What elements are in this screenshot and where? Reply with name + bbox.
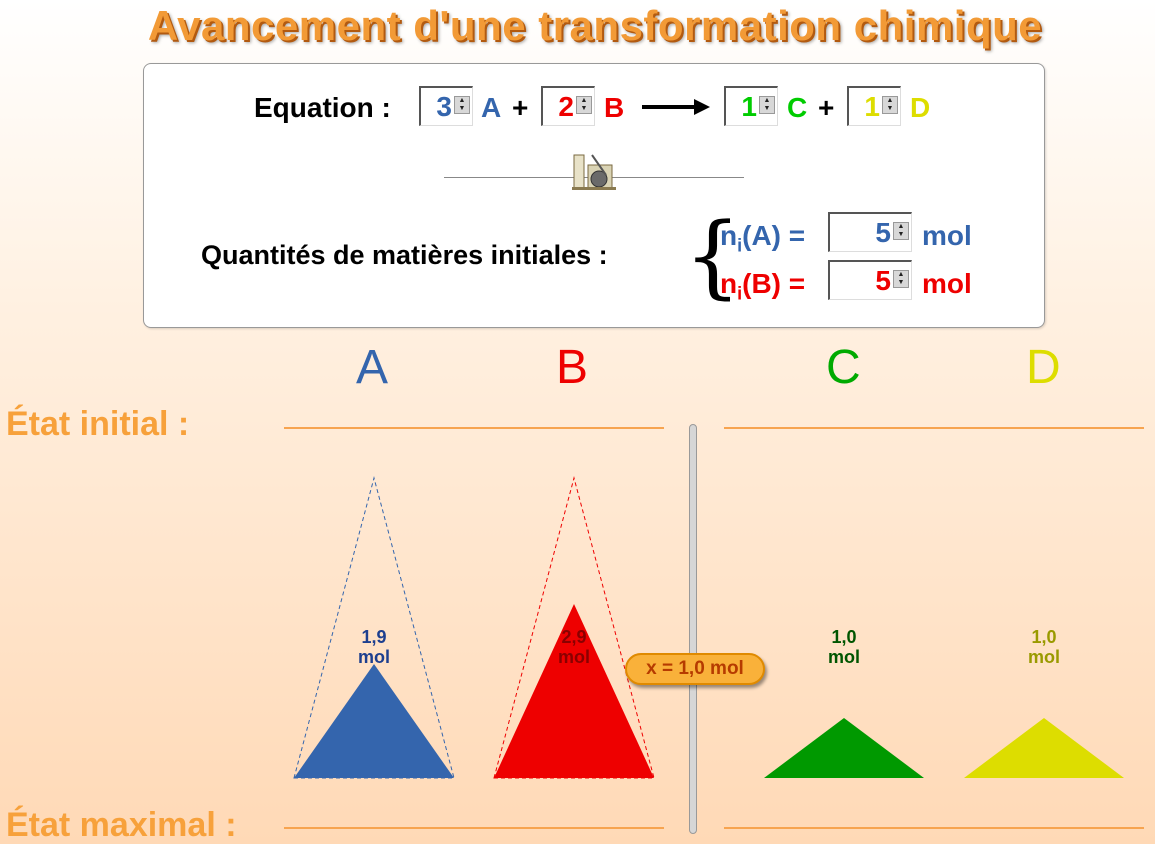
maximal-state-label: État maximal :	[6, 806, 237, 844]
column-header-c: C	[826, 341, 861, 394]
initial-state-label: État initial :	[6, 405, 190, 443]
triangle-a-current	[294, 664, 454, 778]
amount-b: 2,9 mol	[557, 627, 590, 667]
stepper-arrows-icon[interactable]: ▲ ▼	[893, 222, 909, 240]
coef-a-stepper[interactable]: 3 ▲ ▼	[419, 86, 473, 126]
na-label: ni(A) =	[720, 220, 806, 256]
triangle-d-current	[964, 718, 1124, 778]
coef-b-value: 2	[558, 91, 574, 122]
nb-stepper[interactable]: 5 ▲ ▼	[828, 260, 912, 300]
stepper-arrows-icon[interactable]: ▲ ▼	[454, 96, 470, 114]
na-stepper[interactable]: 5 ▲ ▼	[828, 212, 912, 252]
coef-b-stepper[interactable]: 2 ▲ ▼	[541, 86, 595, 126]
nb-label: ni(B) =	[720, 268, 806, 304]
plus-sign-2: +	[818, 92, 835, 123]
stepper-arrows-icon[interactable]: ▲ ▼	[576, 96, 592, 114]
equation-panel: Equation : 3 ▲ ▼ A + 2 ▲ ▼ B 1 ▲ ▼ C + 1 ▲ ▼…	[143, 63, 1045, 328]
na-value: 5	[875, 217, 891, 248]
amount-c: 1,0 mol	[827, 627, 860, 667]
species-b: B	[604, 92, 625, 123]
stepper-arrows-icon[interactable]: ▲ ▼	[893, 270, 909, 288]
nb-unit: mol	[922, 268, 972, 299]
coef-a-value: 3	[436, 91, 452, 122]
initial-quantities-label: Quantités de matières initiales :	[201, 240, 608, 270]
initial-line-products	[724, 427, 1144, 429]
species-a: A	[481, 92, 502, 123]
amount-d: 1,0 mol	[1027, 627, 1060, 667]
column-header-a: A	[356, 341, 389, 394]
triangle-b-initial-outline	[493, 476, 655, 779]
coef-c-stepper[interactable]: 1 ▲ ▼	[724, 86, 778, 126]
coef-d-value: 1	[864, 91, 880, 122]
reaction-arrow-icon	[642, 99, 710, 115]
species-d: D	[910, 92, 931, 123]
equation-label: Equation :	[254, 92, 391, 123]
triangle-a-initial-outline	[293, 476, 455, 779]
initial-line-reactants	[284, 427, 664, 429]
advancement-slider-track[interactable]	[689, 424, 697, 834]
column-header-d: D	[1026, 341, 1061, 394]
brace: {	[684, 204, 742, 309]
maximal-line-products	[724, 827, 1144, 829]
maximal-line-reactants	[284, 827, 664, 829]
page-title: Avancement d'une transformation chimique	[147, 2, 1043, 49]
species-c: C	[787, 92, 808, 123]
na-unit: mol	[922, 220, 972, 251]
advancement-slider-handle[interactable]: x = 1,0 mol	[625, 653, 765, 685]
amount-a: 1,9 mol	[357, 627, 390, 667]
column-header-b: B	[556, 341, 589, 394]
coef-d-stepper[interactable]: 1 ▲ ▼	[847, 86, 901, 126]
lab-equipment-icon[interactable]	[572, 149, 616, 191]
nb-value: 5	[875, 265, 891, 296]
plus-sign-1: +	[512, 92, 529, 123]
triangle-c-current	[764, 718, 924, 778]
stepper-arrows-icon[interactable]: ▲ ▼	[882, 96, 898, 114]
triangle-b-current	[494, 604, 654, 778]
coef-c-value: 1	[741, 91, 757, 122]
stepper-arrows-icon[interactable]: ▲ ▼	[759, 96, 775, 114]
